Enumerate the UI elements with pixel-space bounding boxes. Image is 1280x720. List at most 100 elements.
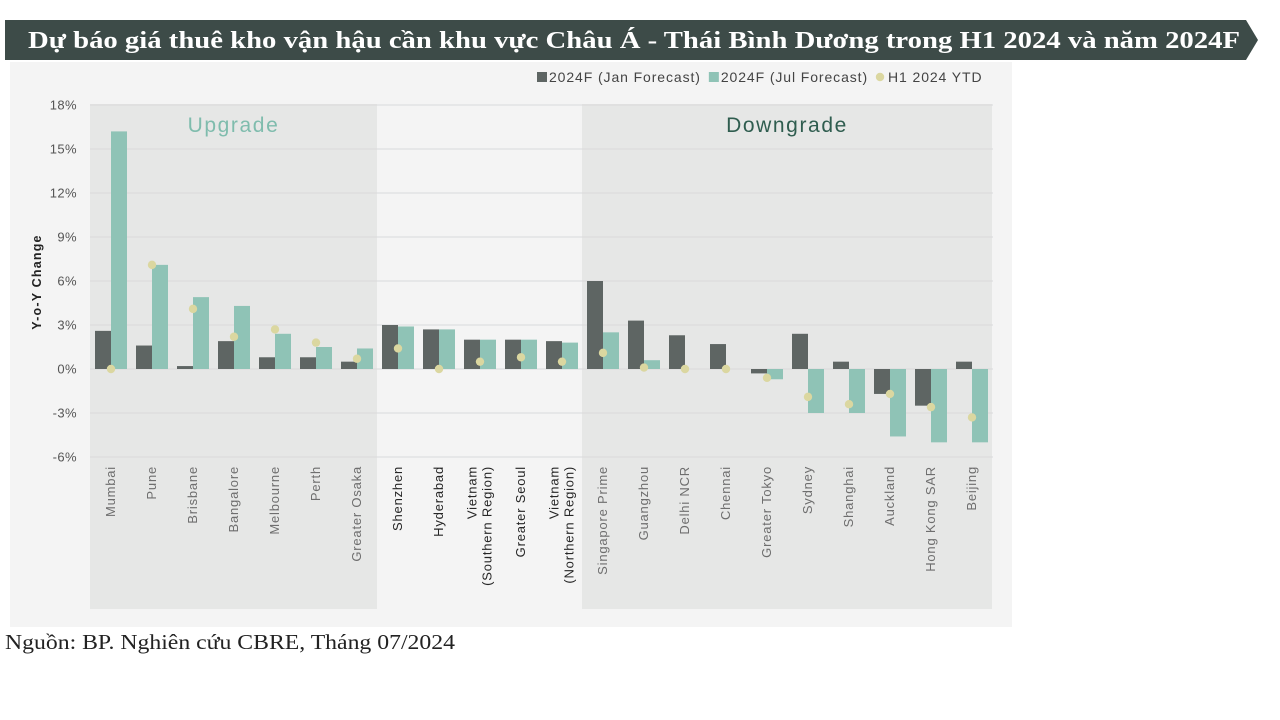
source-note: Nguồn: BP. Nghiên cứu CBRE, Tháng 07/202… (5, 630, 456, 654)
category-label-mumbai: Mumbai (103, 466, 118, 517)
2024f-jan-forecast-bar-shenzhen (382, 325, 398, 369)
2024f-jan-forecast-bar-bangalore (218, 341, 234, 369)
h1-2024-ytd-dot-mumbai (106, 364, 116, 374)
legend-item-2024f-jan-forecast: 2024F (Jan Forecast) (537, 69, 701, 85)
category-label-shanghai: Shanghai (841, 466, 856, 527)
category-label-vietnam-northern-region-line-2: (Northern Region) (562, 466, 577, 584)
title-banner: Dự báo giá thuê kho vận hậu cần khu vực … (5, 20, 1258, 60)
category-label-perth: Perth (308, 466, 323, 501)
legend-marker-2024f-jul-forecast (708, 72, 719, 82)
2024f-jul-forecast-bar-brisbane (193, 297, 209, 369)
region-shade-downgrade (582, 104, 992, 609)
2024f-jul-forecast-bar-hyderabad (439, 329, 455, 369)
h1-2024-ytd-dot-pune (147, 260, 157, 270)
h1-2024-ytd-dot-greater-osaka (352, 354, 362, 363)
2024f-jul-forecast-bar-mumbai (111, 131, 127, 369)
2024f-jul-forecast-bar-singapore-prime (603, 332, 619, 369)
h1-2024-ytd-dot-melbourne (270, 325, 280, 334)
category-label-chennai: Chennai (718, 466, 733, 520)
y-tick-label-3: 3% (57, 318, 77, 333)
category-label-bangalore: Bangalore (226, 466, 241, 532)
h1-2024-ytd-dot-hyderabad (434, 364, 444, 374)
legend-label-h1-2024-ytd: H1 2024 YTD (888, 69, 982, 85)
category-label-greater-osaka: Greater Osaka (349, 466, 364, 562)
category-label-vietnam-southern-region-line-2: (Southern Region) (480, 466, 495, 586)
legend: 2024F (Jan Forecast) 2024F (Jul Forecast)… (537, 69, 982, 85)
y-axis-tick-labels: 18% 15% 12% 9% 6% 3% 0% -3% -6% (50, 98, 77, 465)
category-label-beijing: Beijing (964, 466, 979, 511)
y-tick-label-6: 6% (57, 274, 77, 289)
region-label-downgrade: Downgrade (726, 114, 848, 137)
y-tick-label-15: 15% (50, 142, 77, 157)
category-label-auckland: Auckland (882, 466, 897, 526)
2024f-jan-forecast-bar-guangzhou (628, 320, 644, 369)
h1-2024-ytd-dot-greater-seoul (516, 353, 526, 362)
bar-series (95, 131, 988, 443)
y-tick-label-18: 18% (50, 98, 77, 113)
2024f-jan-forecast-bar-mumbai (95, 330, 111, 369)
h1-2024-ytd-dot-perth (311, 338, 321, 347)
h1-2024-ytd-dot-guangzhou (639, 363, 649, 372)
2024f-jul-forecast-bar-auckland (890, 369, 906, 437)
h1-2024-ytd-dot-brisbane (188, 304, 198, 314)
category-label-greater-tokyo: Greater Tokyo (759, 466, 774, 558)
2024f-jan-forecast-bar-singapore-prime (587, 281, 603, 369)
x-axis-category-labels: Mumbai Pune Brisbane Bangalore Melbourne Pert… (103, 466, 979, 586)
category-label-pune: Pune (144, 466, 159, 500)
h1-2024-ytd-dot-auckland (885, 389, 895, 399)
2024f-jan-forecast-bar-shanghai (833, 361, 849, 369)
legend-marker-2024f-jan-forecast (537, 72, 547, 82)
category-label-greater-seoul: Greater Seoul (513, 466, 528, 557)
2024f-jan-forecast-bar-chennai (710, 344, 726, 369)
2024f-jul-forecast-bar-guangzhou (644, 360, 660, 369)
h1-2024-ytd-dot-sydney (803, 392, 813, 402)
h1-2024-ytd-dot-singapore-prime (598, 348, 608, 358)
2024f-jan-forecast-bar-greater-seoul (505, 339, 521, 369)
h1-2024-ytd-dot-beijing (967, 413, 977, 422)
category-label-shenzhen: Shenzhen (390, 466, 405, 531)
2024f-jul-forecast-bar-greater-osaka (357, 348, 373, 369)
y-tick-label-3: -3% (53, 406, 77, 421)
legend-label-2024f-jan-forecast: 2024F (Jan Forecast) (549, 69, 701, 85)
category-label-sydney: Sydney (800, 466, 815, 514)
title-banner-shape (5, 20, 1258, 60)
region-labels: Upgrade Downgrade (188, 114, 848, 137)
2024f-jan-forecast-bar-brisbane (177, 366, 193, 369)
page-title: Dự báo giá thuê kho vận hậu cần khu vực … (28, 28, 1240, 54)
2024f-jul-forecast-bar-greater-tokyo (767, 369, 783, 380)
legend-item-h1-2024-ytd: H1 2024 YTD (875, 69, 982, 85)
legend-marker-h1-2024-ytd (875, 72, 885, 82)
h1-2024-ytd-dot-bangalore (229, 332, 239, 341)
y-tick-label-0: 0% (57, 362, 77, 377)
2024f-jan-forecast-bar-melbourne (259, 357, 275, 369)
h1-2024-ytd-dot-delhi-ncr (680, 364, 690, 374)
category-label-vietnam-southern-region-line-1: Vietnam (465, 466, 480, 519)
2024f-jan-forecast-bar-greater-tokyo (751, 369, 767, 374)
h1-2024-ytd-dot-shanghai (844, 400, 854, 409)
h1-2024-ytd-dot-vietnam-northern-region (557, 357, 567, 366)
2024f-jul-forecast-bar-bangalore (234, 305, 250, 369)
y-tick-label-9: 9% (57, 230, 77, 245)
2024f-jan-forecast-bar-hyderabad (423, 329, 439, 369)
y-axis-label: Y-o-Y Change (30, 234, 44, 329)
2024f-jan-forecast-bar-beijing (956, 361, 972, 369)
category-label-melbourne: Melbourne (267, 466, 282, 535)
h1-2024-ytd-dot-vietnam-southern-region (475, 357, 485, 366)
h1-2024-ytd-dot-hong-kong-sar (926, 402, 936, 412)
category-label-delhi-ncr: Delhi NCR (677, 466, 692, 535)
2024f-jul-forecast-bar-pune (152, 264, 168, 369)
2024f-jan-forecast-bar-auckland (874, 369, 890, 394)
2024f-jan-forecast-bar-delhi-ncr (669, 335, 685, 369)
category-label-vietnam-northern-region-line-1: Vietnam (547, 466, 562, 519)
2024f-jul-forecast-bar-shenzhen (398, 326, 414, 369)
y-tick-label-12: 12% (50, 186, 77, 201)
y-tick-label-6: -6% (53, 450, 77, 465)
h1-2024-ytd-dot-greater-tokyo (762, 373, 772, 382)
legend-item-2024f-jul-forecast: 2024F (Jul Forecast) (708, 69, 867, 85)
dot-series (106, 260, 977, 422)
2024f-jan-forecast-bar-greater-osaka (341, 361, 357, 369)
2024f-jan-forecast-bar-hong-kong-sar (915, 369, 931, 406)
2024f-jan-forecast-bar-sydney (792, 333, 808, 369)
